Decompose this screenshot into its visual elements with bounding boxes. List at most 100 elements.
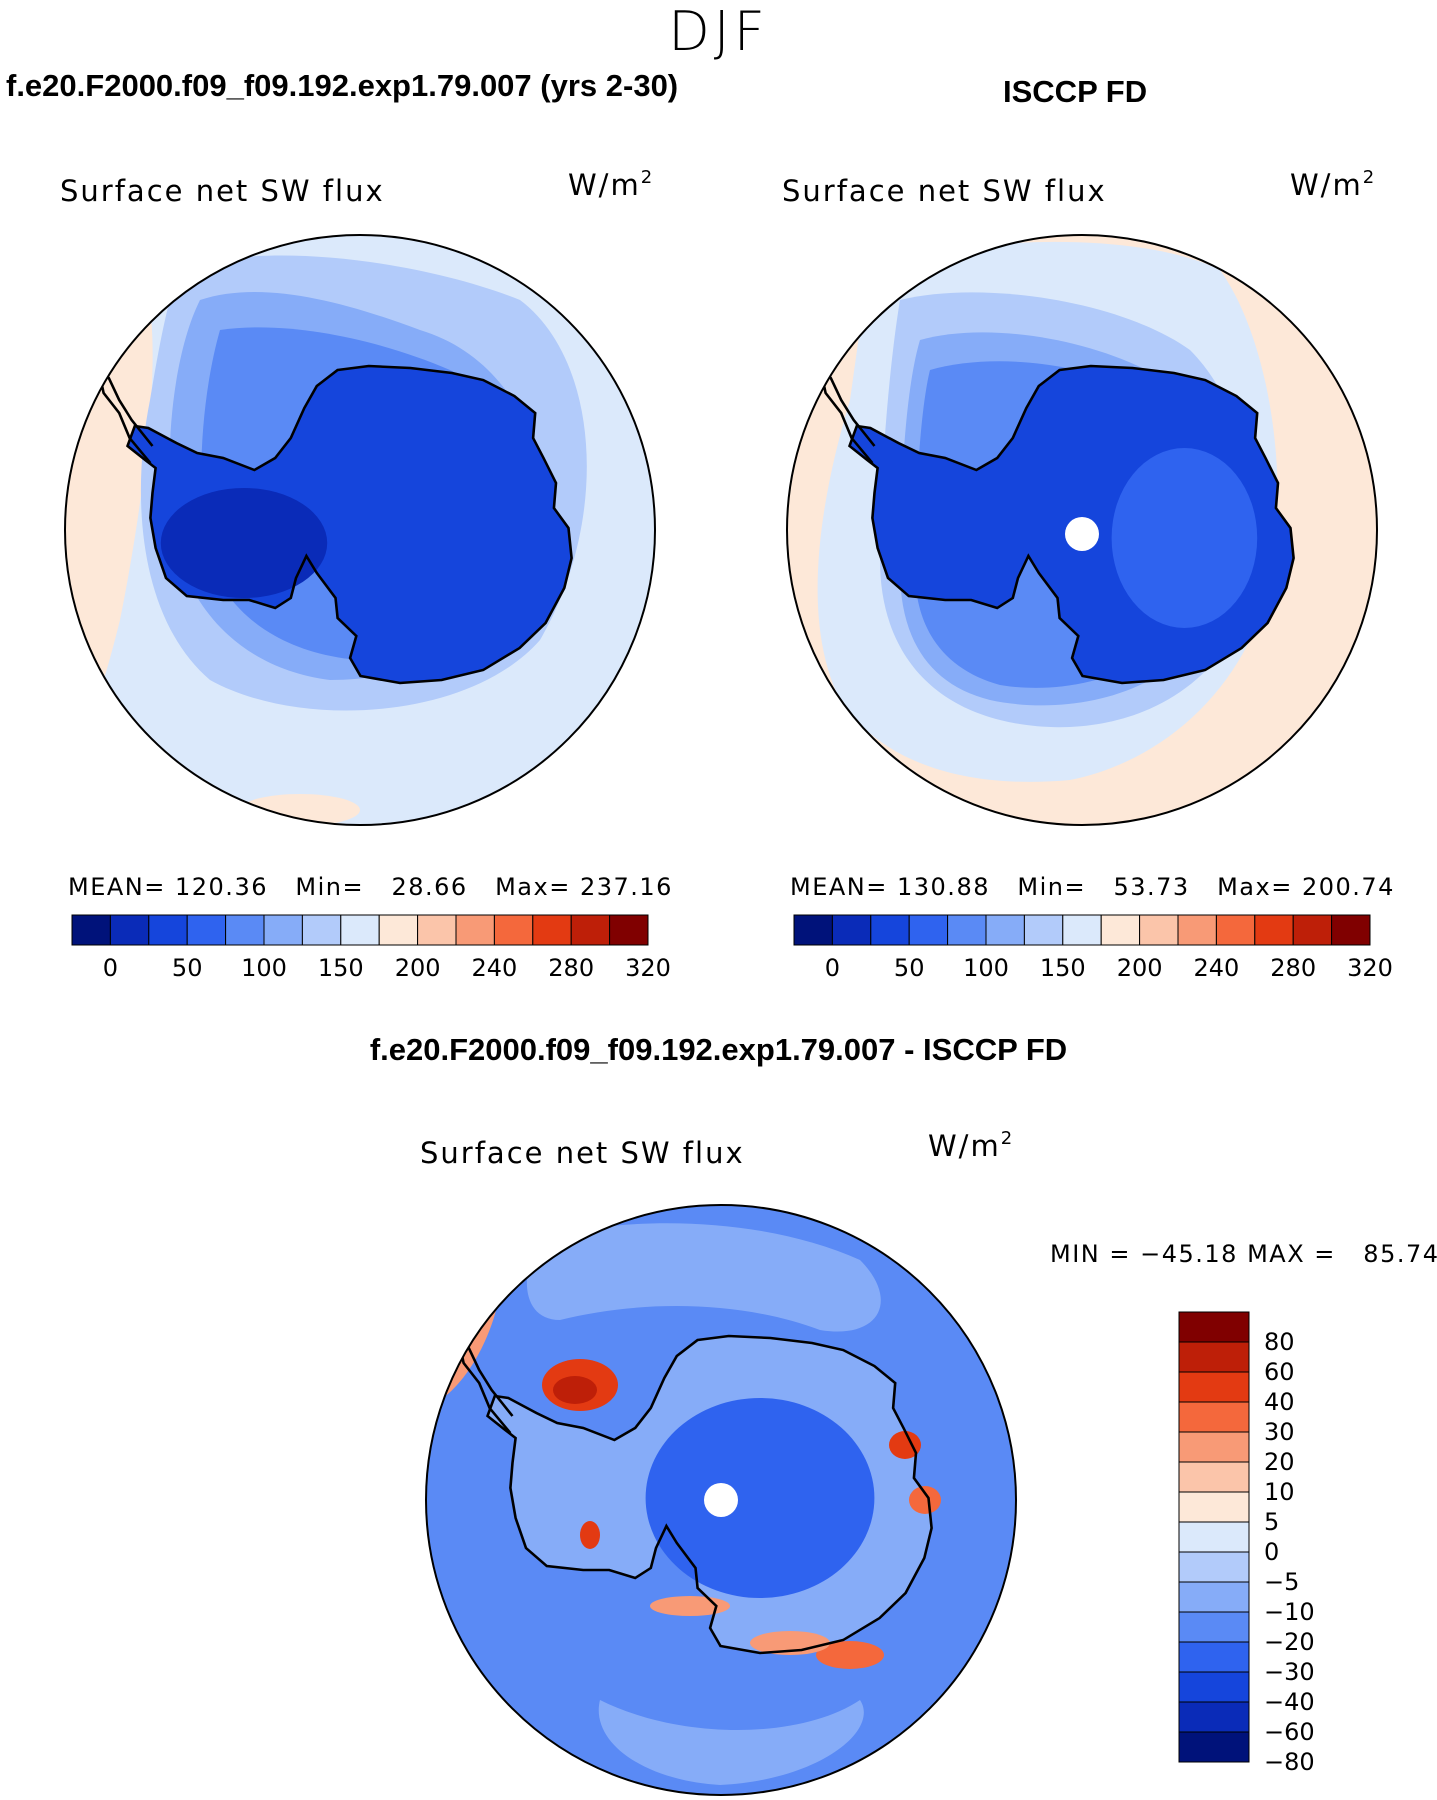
obs-panel-title: ISCCP FD bbox=[1003, 74, 1148, 109]
model-colorbar-swatch bbox=[609, 914, 649, 946]
obs-pole-missing bbox=[1065, 517, 1099, 551]
obs-colorbar-swatch bbox=[1177, 914, 1217, 946]
diff-anomaly-southeast bbox=[816, 1641, 884, 1669]
obs-colorbar-swatch bbox=[1100, 914, 1141, 946]
diff-patch-minus20-north bbox=[526, 1223, 881, 1332]
model-colorbar-label: 280 bbox=[548, 954, 594, 982]
model-map-frame bbox=[64, 234, 656, 826]
diff-pole-missing bbox=[704, 1483, 738, 1517]
season-title: DJF bbox=[668, 0, 769, 63]
model-colorbar-swatch bbox=[532, 914, 572, 946]
model-colorbar-swatch bbox=[225, 914, 265, 946]
model-colorbar-swatch bbox=[493, 914, 534, 946]
diff-colorbar-swatch bbox=[1178, 1581, 1250, 1613]
obs-colorbar-label: 100 bbox=[963, 954, 1009, 982]
diff-map bbox=[426, 1205, 1016, 1795]
diff-patch-minus20-south bbox=[598, 1700, 864, 1785]
diff-colorbar-label: 10 bbox=[1264, 1478, 1295, 1506]
diff-stats: MIN = −45.18 MAX = 85.74 bbox=[1050, 1240, 1437, 1268]
obs-colorbar-label: 280 bbox=[1270, 954, 1316, 982]
diff-colorbar-label: −80 bbox=[1264, 1748, 1315, 1776]
diff-colorbar-label: −20 bbox=[1264, 1628, 1315, 1656]
diff-colorbar-label: −5 bbox=[1264, 1568, 1299, 1596]
obs-mean-value: 130.88 bbox=[897, 873, 990, 901]
model-min-value: 28.66 bbox=[391, 873, 468, 901]
obs-colorbar-swatch bbox=[1139, 914, 1179, 946]
diff-anomaly-east-1 bbox=[889, 1431, 921, 1459]
model-colorbar-swatch bbox=[570, 914, 611, 946]
diff-colorbar-label: 30 bbox=[1264, 1418, 1295, 1446]
obs-map-frame bbox=[786, 234, 1378, 826]
model-colorbar-label: 100 bbox=[241, 954, 287, 982]
obs-colorbar-swatch bbox=[908, 914, 949, 946]
diff-colorbar-label: 60 bbox=[1264, 1358, 1295, 1386]
obs-colorbar-label: 200 bbox=[1117, 954, 1163, 982]
model-stats: MEAN= 120.36 Min= 28.66 Max= 237.16 bbox=[68, 873, 673, 901]
model-colorbar-swatch bbox=[417, 914, 457, 946]
obs-colorbar-swatch bbox=[1292, 914, 1333, 946]
obs-colorbar-label: 240 bbox=[1193, 954, 1239, 982]
diff-colorbar-label: 40 bbox=[1264, 1388, 1295, 1416]
diff-anomaly-west bbox=[580, 1521, 600, 1549]
model-colorbar-swatch bbox=[455, 914, 495, 946]
model-colorbar: 0 50 100 150 200 240 280 320 bbox=[71, 914, 671, 982]
diff-colorbar-swatch bbox=[1178, 1371, 1250, 1403]
model-colorbar-swatch bbox=[340, 914, 380, 946]
obs-ice-highland bbox=[1111, 448, 1258, 628]
diff-panel-title: f.e20.F2000.f09_f09.192.exp1.79.007 - IS… bbox=[369, 1032, 1068, 1067]
obs-colorbar-swatch bbox=[1062, 914, 1102, 946]
obs-colorbar-label: 50 bbox=[894, 954, 925, 982]
obs-colorbar-swatch bbox=[1023, 914, 1064, 946]
diff-colorbar-swatch bbox=[1178, 1431, 1250, 1463]
diff-colorbar-label: 80 bbox=[1264, 1328, 1295, 1356]
obs-units-label: W/m2 bbox=[1290, 167, 1375, 202]
obs-colorbar-swatch bbox=[985, 914, 1025, 946]
model-variable-label: Surface net SW flux bbox=[60, 174, 385, 208]
diff-colorbar-swatch bbox=[1178, 1641, 1250, 1673]
diff-max-value: 85.74 bbox=[1363, 1240, 1437, 1268]
diff-colorbar-swatch bbox=[1178, 1341, 1250, 1373]
model-colorbar-swatch bbox=[148, 914, 188, 946]
model-colorbar-swatch bbox=[378, 914, 419, 946]
model-units-label: W/m2 bbox=[568, 167, 653, 202]
model-map bbox=[65, 235, 655, 825]
obs-colorbar: 0 50 100 150 200 240 280 320 bbox=[793, 914, 1393, 982]
obs-map bbox=[787, 235, 1377, 825]
model-colorbar-swatch bbox=[109, 914, 150, 946]
model-colorbar-swatch bbox=[301, 914, 342, 946]
diff-colorbar-swatch bbox=[1178, 1701, 1250, 1733]
diff-colorbar-label: 5 bbox=[1264, 1508, 1279, 1536]
model-max-value: 237.16 bbox=[579, 873, 673, 901]
model-warm-patch-bottom bbox=[240, 794, 360, 825]
model-colorbar-label: 50 bbox=[172, 954, 203, 982]
model-colorbar-label: 200 bbox=[395, 954, 441, 982]
model-colorbar-label: 150 bbox=[318, 954, 364, 982]
diff-ice-interior bbox=[645, 1398, 875, 1598]
diff-colorbar-swatch bbox=[1178, 1401, 1250, 1433]
obs-variable-label: Surface net SW flux bbox=[782, 174, 1107, 208]
model-colorbar-swatch bbox=[186, 914, 227, 946]
model-colorbar-swatch bbox=[263, 914, 303, 946]
diff-colorbar-label: 20 bbox=[1264, 1448, 1295, 1476]
diff-variable-label: Surface net SW flux bbox=[420, 1136, 745, 1170]
diff-anomaly-east-2 bbox=[909, 1486, 941, 1514]
obs-colorbar-swatch bbox=[1331, 914, 1371, 946]
obs-colorbar-label: 150 bbox=[1040, 954, 1086, 982]
diff-anomaly-weddell bbox=[650, 1596, 730, 1616]
obs-colorbar-swatch bbox=[1215, 914, 1256, 946]
obs-colorbar-swatch bbox=[1254, 914, 1294, 946]
diff-colorbar-label: 0 bbox=[1264, 1538, 1279, 1566]
diff-colorbar-swatch bbox=[1178, 1731, 1250, 1763]
diff-colorbar-swatch bbox=[1178, 1521, 1250, 1553]
diff-colorbar-swatch bbox=[1178, 1311, 1250, 1343]
diff-units-label: W/m2 bbox=[928, 1128, 1013, 1163]
diff-colorbar-label: −60 bbox=[1264, 1718, 1315, 1746]
model-colorbar-label: 240 bbox=[471, 954, 517, 982]
diff-anomaly-peninsula-core bbox=[553, 1376, 597, 1404]
diff-colorbar-swatch bbox=[1178, 1611, 1250, 1643]
obs-colorbar-label: 320 bbox=[1347, 954, 1393, 982]
diff-min-value: −45.18 bbox=[1140, 1240, 1238, 1268]
model-colorbar-label: 0 bbox=[103, 954, 118, 982]
